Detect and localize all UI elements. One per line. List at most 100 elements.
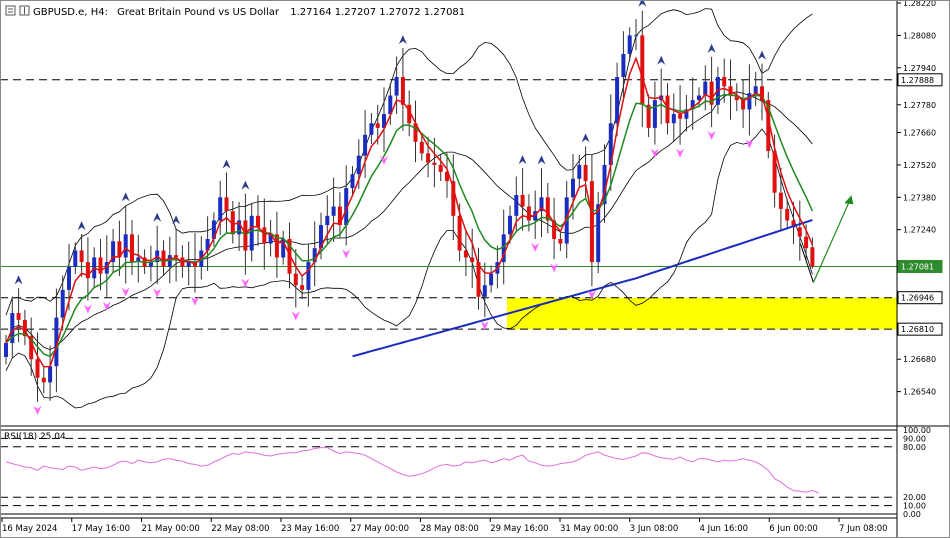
bull-candle: [602, 164, 607, 205]
bull-candle: [111, 241, 116, 263]
bear-candle: [722, 77, 727, 87]
time-tick-label: 28 May 08:00: [421, 524, 479, 534]
moving-averages: [5, 56, 814, 368]
bull-candle: [211, 220, 216, 239]
bear-candle: [287, 238, 292, 274]
bull-candle: [388, 95, 393, 115]
bull-candle: [306, 262, 311, 290]
fractal-down-icon: [480, 321, 489, 331]
fractal-up-icon: [581, 133, 590, 143]
time-tick-label: 27 May 00:00: [351, 524, 409, 534]
bull-candle: [608, 123, 613, 165]
fractal-down-icon: [83, 304, 92, 314]
fractal-up-icon: [638, 0, 647, 7]
fractal-up-icon: [657, 55, 666, 65]
bear-candle: [734, 95, 739, 101]
bear-candle: [526, 206, 531, 221]
bull-candle: [54, 317, 59, 367]
bear-candle: [256, 215, 260, 228]
time-tick-label: 6 Jun 00:00: [769, 524, 818, 534]
bollinger-bands: [5, 8, 813, 409]
time-tick-label: 4 Jun 16:00: [700, 524, 749, 534]
bull-candle: [4, 343, 8, 357]
time-tick-label: 16 May 2024: [2, 524, 57, 534]
bull-candle: [10, 312, 15, 344]
bull-candle: [319, 225, 323, 249]
fractal-down-icon: [291, 311, 300, 321]
bear-candle: [470, 257, 475, 263]
bear-candle: [583, 164, 588, 182]
fractal-down-icon: [241, 278, 250, 288]
bollinger-upper-line: [5, 8, 813, 316]
time-tick-label: 29 May 16:00: [490, 524, 548, 534]
bull-candle: [394, 77, 399, 96]
fractal-down-icon: [102, 301, 111, 311]
bear-candle: [85, 262, 90, 279]
bull-candle: [489, 273, 494, 286]
bear-candle: [413, 123, 418, 142]
bear-candle: [646, 104, 651, 128]
bear-candle: [552, 220, 557, 239]
candlestick-series: [4, 10, 815, 402]
bear-candle: [407, 104, 412, 124]
bear-candle: [98, 257, 103, 274]
chart-menu-icon[interactable]: [5, 5, 30, 16]
bear-candle: [79, 250, 84, 263]
time-tick-label: 7 Jun 08:00: [839, 524, 888, 534]
level-labels: 1.27888 1.27081 1.26946 1.26810: [897, 73, 943, 336]
fractal-down-icon: [550, 263, 559, 273]
svg-text:GBPUSD.e, H4: Great Br: GBPUSD.e, H4: Great Britain Pound vs US …: [33, 7, 465, 18]
fractal-down-icon: [707, 131, 716, 141]
bear-candle: [709, 81, 714, 105]
price-tick-label: 1.26540: [903, 388, 936, 397]
bear-candle: [741, 100, 746, 110]
level-label-box: [897, 259, 943, 273]
bull-candle: [514, 194, 519, 216]
bear-candle: [665, 95, 670, 124]
bear-candle: [766, 100, 771, 152]
bull-candle: [281, 238, 286, 258]
bull-candle: [249, 215, 254, 251]
support-zone: [507, 297, 897, 330]
bull-candle: [652, 100, 657, 128]
bear-candle: [337, 206, 342, 226]
time-tick-label: 3 Jun 08:00: [630, 524, 679, 534]
bear-candle: [558, 238, 563, 244]
price-tick-label: 1.27660: [903, 129, 936, 138]
level-label: 1.26946: [901, 294, 934, 303]
bull-candle: [508, 215, 512, 235]
bear-candle: [772, 151, 777, 193]
bull-candle: [697, 95, 701, 101]
bull-candle: [753, 86, 758, 94]
fractal-down-icon: [531, 242, 540, 252]
bear-candle: [35, 359, 40, 378]
fractal-up-icon: [758, 50, 766, 60]
bull-candle: [48, 366, 53, 383]
rsi-tick-label: 20.00: [903, 493, 926, 502]
bear-candle: [262, 227, 267, 244]
rsi-tick-label: 0.00: [903, 510, 921, 519]
bear-candle: [463, 250, 468, 258]
projection-down-line: [799, 243, 814, 283]
price-tick-label: 1.28220: [903, 0, 936, 8]
bear-candle: [760, 86, 764, 101]
level-label-box: [897, 73, 943, 87]
bull-candle: [501, 234, 506, 263]
fractal-up-icon: [537, 155, 546, 165]
price-tick-label: 1.27380: [903, 193, 936, 202]
rsi-tick-label: 80.00: [903, 443, 926, 452]
chart-header: GBPUSD.e, H4: Great Britain Pound vs US …: [5, 5, 465, 18]
fractal-down-icon: [380, 156, 388, 166]
bull-candle: [363, 134, 368, 156]
fractal-up-icon: [77, 221, 86, 231]
bear-candle: [274, 234, 279, 258]
fractal-down-icon: [191, 296, 199, 306]
bull-candle: [634, 35, 638, 37]
fractal-down-icon: [153, 288, 162, 298]
price-tick-label: 1.26680: [903, 355, 936, 364]
fractal-up-icon: [153, 212, 162, 222]
bull-candle: [615, 77, 620, 124]
